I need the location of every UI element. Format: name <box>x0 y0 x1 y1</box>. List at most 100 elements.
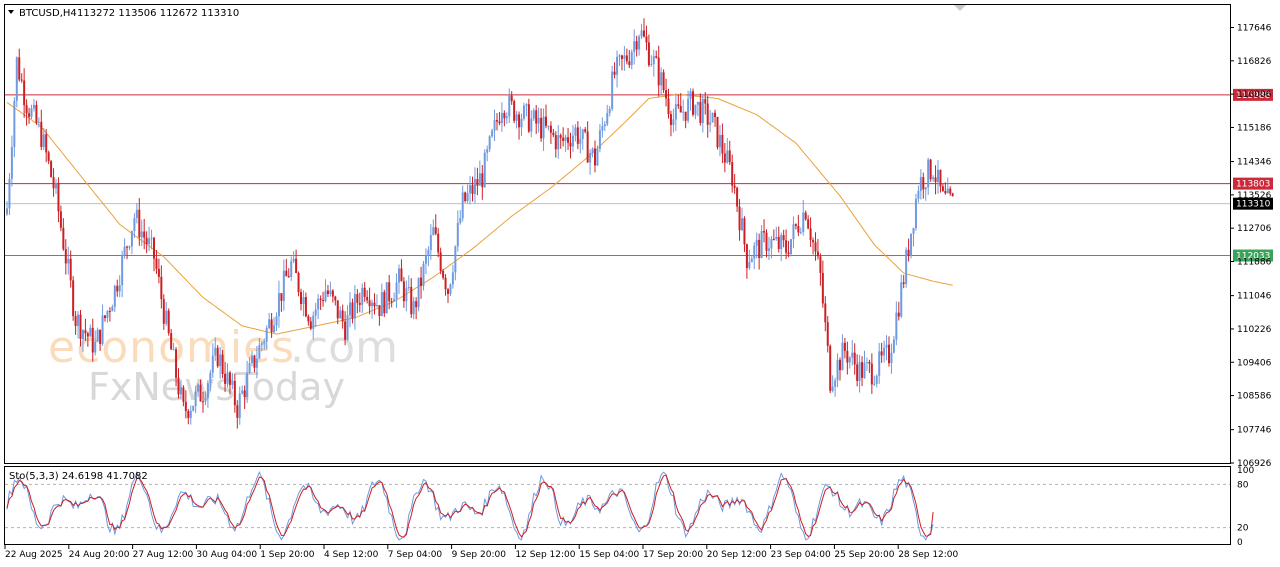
candle-body <box>101 315 104 344</box>
candle-body <box>527 104 530 132</box>
candle-body <box>643 30 645 37</box>
level-tag-113803 <box>1233 177 1273 190</box>
candle-body <box>775 236 778 240</box>
candle-body <box>638 36 641 50</box>
candle-body <box>429 235 432 251</box>
candle-body <box>755 239 758 246</box>
price-tick-label: 106926 <box>1237 459 1272 469</box>
candle-body <box>444 277 447 290</box>
candle-body <box>35 104 38 123</box>
candle-body <box>498 121 501 124</box>
candle-body <box>608 108 611 113</box>
candle-body <box>743 218 746 245</box>
moving-average-line <box>6 93 953 335</box>
candle-body <box>625 55 628 62</box>
candle-body <box>510 95 513 102</box>
candle-body <box>542 116 545 139</box>
candle-body <box>287 276 290 278</box>
candle-body <box>905 249 908 285</box>
candle-body <box>478 173 481 186</box>
candle-body <box>870 363 873 385</box>
candle-body <box>618 55 621 57</box>
candle-body <box>883 347 886 356</box>
candle-body <box>143 231 146 238</box>
candle-body <box>809 228 812 241</box>
candle-body <box>302 297 305 305</box>
candle-body <box>616 56 619 75</box>
candle-body <box>503 112 506 119</box>
stochastic-tick-label: 20 <box>1237 524 1249 534</box>
candle-body <box>251 355 253 363</box>
candle-body <box>361 287 364 305</box>
candle-body <box>314 309 317 316</box>
candle-body <box>275 316 278 326</box>
candle-body <box>270 319 273 333</box>
candle-body <box>427 250 430 256</box>
candle-body <box>888 344 890 364</box>
candle-body <box>900 282 903 317</box>
candle-body <box>197 384 200 392</box>
candle-body <box>400 268 403 282</box>
candle-body <box>812 240 815 243</box>
candle-body <box>613 71 616 75</box>
level-tag-label: 112033 <box>1236 252 1270 262</box>
candle-body <box>410 286 413 315</box>
candle-body <box>133 217 136 231</box>
candle-body <box>248 362 251 373</box>
candle-body <box>907 249 910 256</box>
candle-body <box>858 362 861 382</box>
stochastic-main-line <box>6 470 934 541</box>
candle-body <box>246 372 249 398</box>
symbol-menu-triangle-icon[interactable] <box>8 10 14 14</box>
candle-body <box>466 193 469 201</box>
time-tick-label: 27 Aug 12:00 <box>133 550 194 560</box>
candle-body <box>464 192 467 201</box>
candle-body <box>559 135 562 138</box>
candle-body <box>167 310 170 334</box>
candle-body <box>491 130 494 137</box>
candle-body <box>116 285 119 292</box>
candle-body <box>113 285 116 307</box>
candle-body <box>834 380 837 387</box>
candle-body <box>932 177 935 180</box>
candle-body <box>206 383 209 399</box>
candle-body <box>488 136 491 150</box>
candle-body <box>10 146 13 179</box>
price-tick-label: 108586 <box>1237 392 1272 402</box>
candle-body <box>395 282 398 299</box>
candle-body <box>451 272 454 285</box>
candle-body <box>25 105 28 114</box>
candle-body <box>221 354 224 374</box>
candle-body <box>655 56 658 58</box>
candle-body <box>273 325 276 333</box>
candle-body <box>584 129 587 132</box>
candle-body <box>442 270 445 278</box>
candle-body <box>782 235 785 241</box>
candle-body <box>692 91 694 115</box>
candle-body <box>126 246 129 248</box>
candle-body <box>37 121 40 123</box>
candle-body <box>758 239 761 258</box>
candle-body <box>363 287 366 297</box>
candle-body <box>763 231 766 233</box>
chart-shift-marker-icon[interactable] <box>954 5 966 11</box>
candle-body <box>645 36 648 43</box>
candle-body <box>799 231 802 233</box>
price-tick-label: 110226 <box>1237 325 1272 335</box>
candle-body <box>941 186 944 191</box>
candle-body <box>848 357 851 363</box>
candle-body <box>745 244 748 269</box>
candle-body <box>554 135 557 150</box>
candle-body <box>324 290 327 302</box>
candle-body <box>486 149 489 153</box>
candle-body <box>300 292 302 305</box>
candle-body <box>885 344 888 348</box>
indicator-pane-frame <box>4 466 1231 545</box>
candle-body <box>843 342 846 351</box>
candle-body <box>586 131 589 163</box>
candle-body <box>699 101 702 123</box>
candle-body <box>853 352 856 365</box>
time-tick-label: 25 Sep 20:00 <box>834 550 894 560</box>
candle-body <box>861 362 864 378</box>
